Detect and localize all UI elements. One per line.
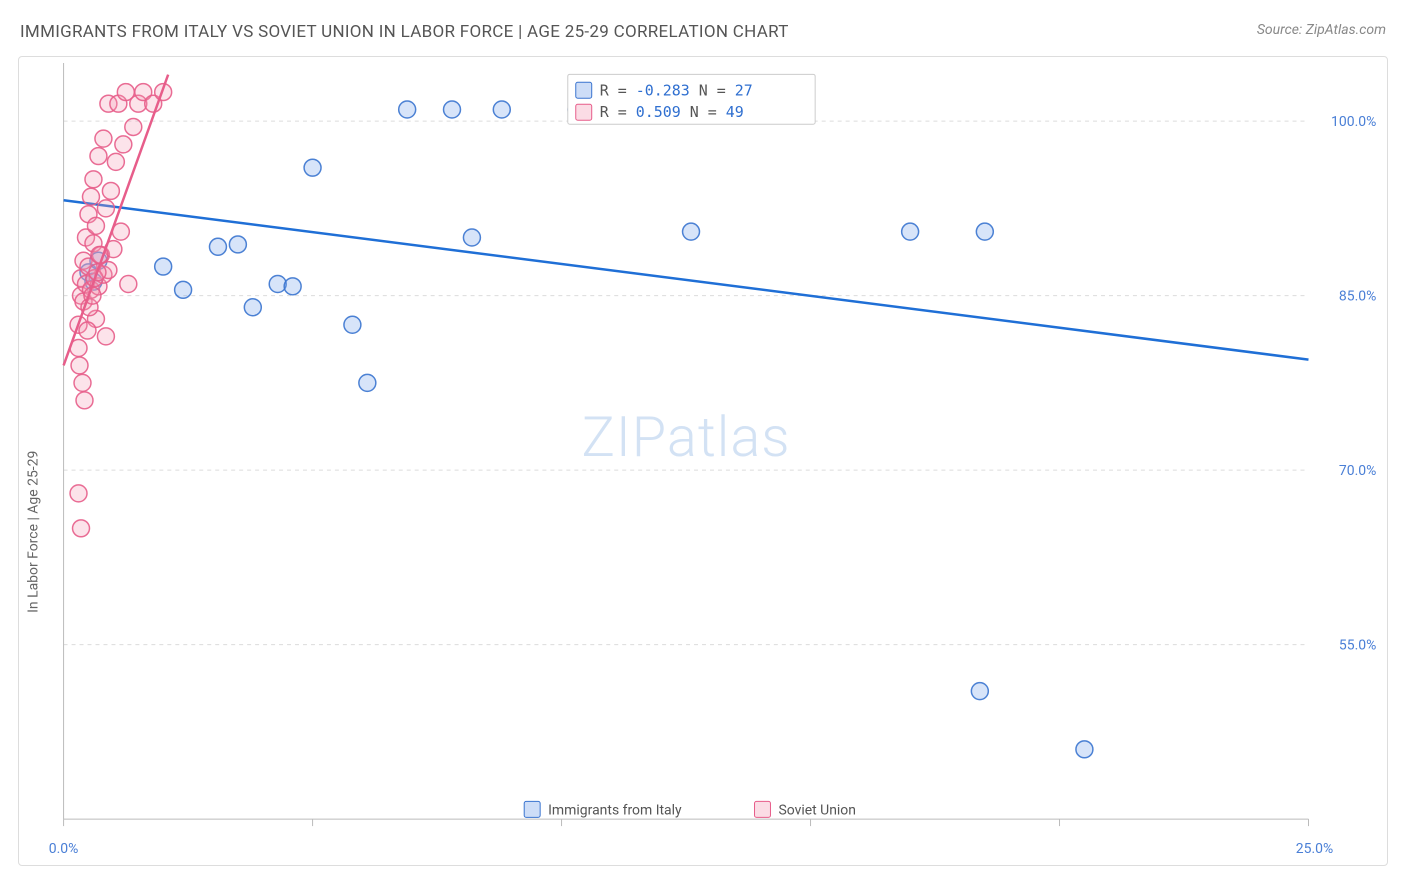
point-soviet [97,200,114,217]
point-soviet [102,182,119,199]
point-italy [175,281,192,298]
point-soviet [70,485,87,502]
y-tick-label: 85.0% [1339,289,1376,305]
y-axis-label: In Labor Force | Age 25-29 [26,451,42,613]
y-tick-label: 70.0% [1339,463,1376,479]
point-soviet [90,148,107,165]
point-italy [976,223,993,240]
point-italy [493,101,510,118]
point-italy [244,299,261,316]
point-soviet [74,374,91,391]
point-soviet [79,322,96,339]
legend-swatch-soviet [755,801,771,817]
point-italy [902,223,919,240]
legend-label-soviet: Soviet Union [778,802,856,818]
point-italy [304,159,321,176]
point-soviet [87,217,104,234]
point-italy [209,238,226,255]
point-italy [155,258,172,275]
point-italy [359,374,376,391]
point-italy [1076,741,1093,758]
point-italy [463,229,480,246]
point-soviet [97,328,114,345]
point-soviet [76,392,93,409]
stats-row-soviet: R = 0.509 N = 49 [600,103,744,121]
correlation-chart: 55.0% 70.0% 85.0% 100.0% 0.0% 25.0% In Labor F… [18,56,1388,866]
point-soviet [85,171,102,188]
point-italy [229,236,246,253]
legend-label-italy: Immigrants from Italy [548,802,682,818]
point-soviet [82,188,99,205]
point-soviet [107,153,124,170]
point-italy [284,278,301,295]
point-italy [971,683,988,700]
stats-swatch-soviet [576,104,592,120]
trend-line-soviet [64,75,169,366]
y-tick-label: 55.0% [1339,638,1376,654]
point-soviet [95,130,112,147]
stats-row-italy: R = -0.283 N = 27 [600,81,753,99]
point-soviet [115,136,132,153]
source-attribution: Source: ZipAtlas.com [1257,22,1386,38]
point-soviet [71,357,88,374]
chart-svg: 55.0% 70.0% 85.0% 100.0% 0.0% 25.0% In Labor F… [19,57,1387,865]
point-italy [444,101,461,118]
point-italy [344,316,361,333]
x-tick-label: 0.0% [49,841,79,857]
point-italy [683,223,700,240]
point-soviet [120,276,137,293]
y-tick-label: 100.0% [1331,114,1376,130]
point-italy [269,276,286,293]
legend-swatch-italy [524,801,540,817]
point-soviet [125,118,142,135]
x-tick-label: 25.0% [1296,841,1333,857]
point-soviet [73,520,90,537]
chart-title: IMMIGRANTS FROM ITALY VS SOVIET UNION IN… [20,22,789,42]
point-italy [399,101,416,118]
watermark: ZIPatlas [581,404,790,470]
stats-swatch-italy [576,82,592,98]
